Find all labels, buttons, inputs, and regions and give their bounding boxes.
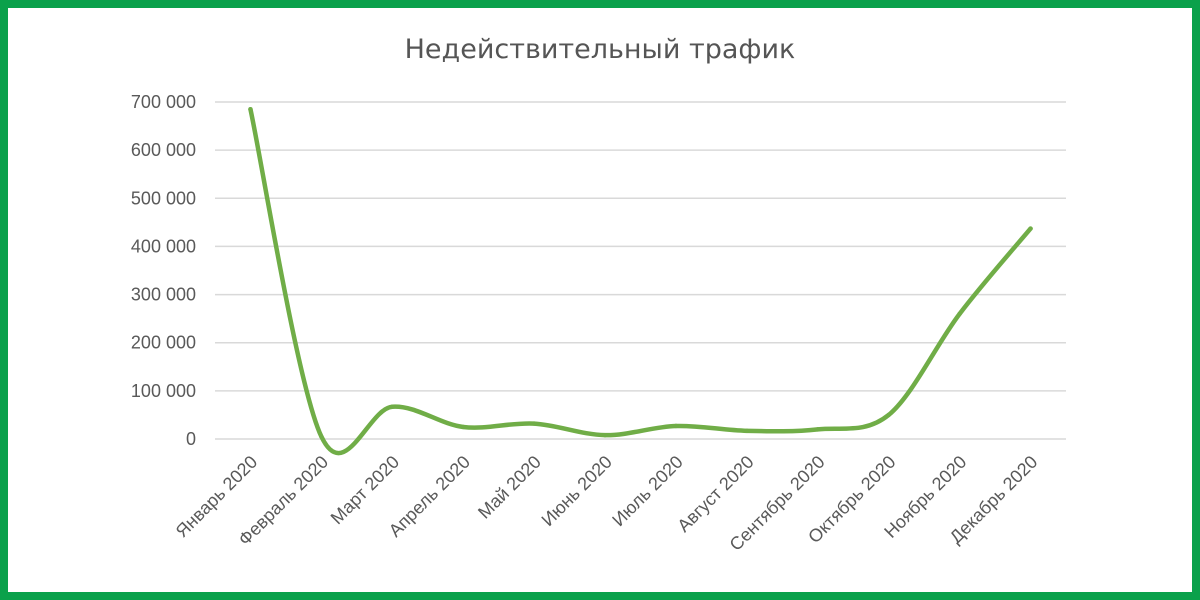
y-tick-label: 0 bbox=[186, 429, 196, 449]
x-tick-label: Июль 2020 bbox=[608, 452, 686, 530]
x-tick-label: Июнь 2020 bbox=[538, 452, 616, 530]
data-point bbox=[531, 421, 537, 426]
chart-title: Недействительный трафик bbox=[404, 34, 796, 65]
series bbox=[248, 106, 1033, 456]
y-tick-label: 400 000 bbox=[131, 236, 196, 256]
series-line bbox=[248, 106, 1033, 456]
y-axis-tick-labels: 0 100 000 200 000 300 000 400 000 500 000 600 … bbox=[131, 92, 196, 449]
data-point bbox=[815, 427, 820, 432]
y-tick-label: 200 000 bbox=[131, 333, 196, 353]
data-point bbox=[957, 311, 962, 317]
data-point bbox=[886, 412, 891, 418]
y-tick-label: 500 000 bbox=[131, 188, 196, 208]
data-point bbox=[248, 107, 253, 112]
x-tick-label: Март 2020 bbox=[327, 452, 403, 528]
x-tick-label: Май 2020 bbox=[474, 452, 545, 523]
y-tick-label: 600 000 bbox=[131, 140, 196, 160]
data-point bbox=[673, 423, 679, 429]
data-point bbox=[319, 434, 324, 439]
data-point bbox=[390, 404, 395, 409]
data-point bbox=[461, 424, 466, 430]
gridlines bbox=[215, 101, 1066, 440]
data-point bbox=[602, 432, 608, 438]
data-point bbox=[1028, 226, 1033, 231]
data-point bbox=[744, 428, 750, 434]
y-tick-label: 700 000 bbox=[131, 92, 196, 112]
y-tick-label: 300 000 bbox=[131, 285, 196, 305]
y-tick-label: 100 000 bbox=[131, 381, 196, 401]
